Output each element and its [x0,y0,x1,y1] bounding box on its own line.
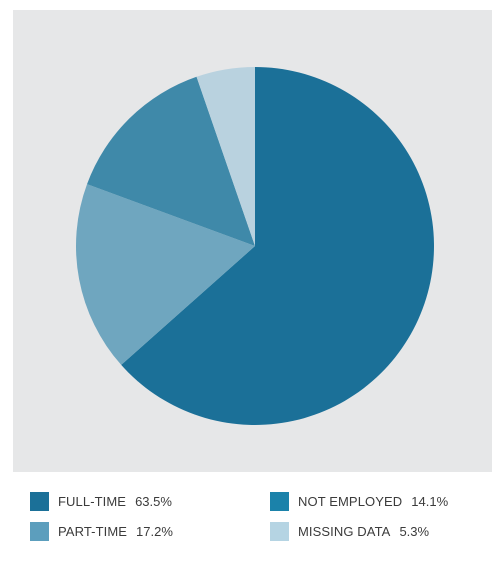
legend-value-missing-data: 5.3% [399,523,430,539]
legend-swatch-not-employed [270,491,289,511]
legend-swatch-full-time [30,491,49,511]
legend-item-full-time: FULL-TIME 63.5% [30,491,172,511]
legend: FULL-TIME 63.5% NOT EMPLOYED 14.1% PART-… [13,490,492,568]
chart-panel [13,10,492,472]
legend-label-part-time: PART-TIME [58,523,128,539]
legend-item-not-employed: NOT EMPLOYED 14.1% [270,491,449,511]
legend-label-full-time: FULL-TIME [58,493,127,509]
pie-slice-part-time [75,184,255,365]
legend-value-part-time: 17.2% [136,523,173,539]
legend-label-missing-data: MISSING DATA [298,523,391,539]
legend-item-part-time: PART-TIME 17.2% [30,521,173,541]
pie-chart [75,67,434,425]
legend-value-full-time: 63.5% [135,493,172,509]
legend-item-missing-data: MISSING DATA 5.3% [270,521,430,541]
pie-slice-full-time [121,67,434,425]
legend-label-not-employed: NOT EMPLOYED [298,493,403,509]
pie-slice-not-employed [87,76,255,246]
pie-slice-missing-data [196,67,255,246]
legend-swatch-missing-data [270,521,289,541]
legend-swatch-part-time [30,521,49,541]
legend-value-not-employed: 14.1% [411,493,449,509]
